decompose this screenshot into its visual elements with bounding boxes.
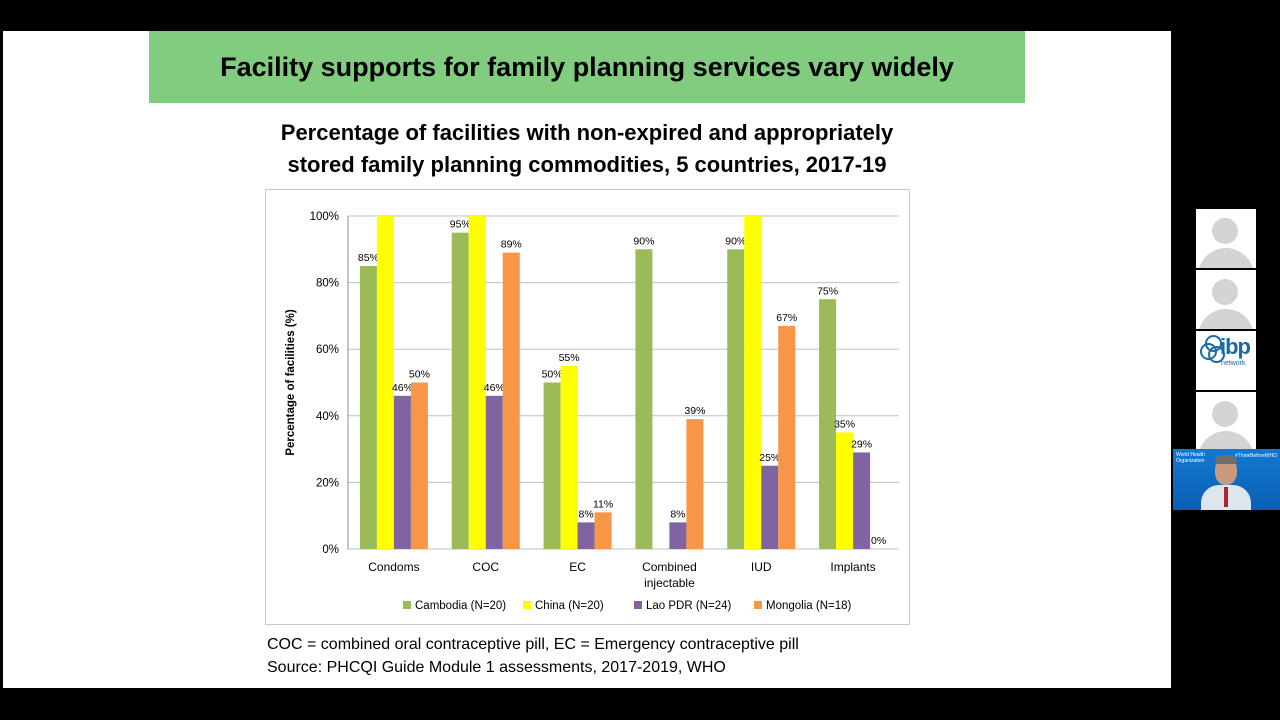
bar bbox=[502, 252, 520, 549]
footnote-source: Source: PHCQI Guide Module 1 assessments… bbox=[267, 659, 726, 676]
bar bbox=[468, 216, 486, 549]
speaker-head bbox=[1215, 457, 1237, 485]
avatar-head-icon bbox=[1212, 279, 1238, 305]
chart-container: 0% 20% 40% 60% 80% 100% Percentage of faciliti… bbox=[265, 189, 910, 625]
ibp-logo-text: ibp bbox=[1220, 334, 1251, 359]
data-label: 39% bbox=[684, 405, 705, 417]
bar bbox=[543, 382, 561, 549]
speaker-hair bbox=[1215, 455, 1237, 464]
speaker-tie bbox=[1224, 487, 1228, 507]
bar bbox=[761, 465, 779, 549]
data-label: 8% bbox=[670, 508, 685, 520]
legend-swatch bbox=[523, 601, 531, 609]
legend-swatch bbox=[754, 601, 762, 609]
x-tick-label: IUD bbox=[751, 560, 772, 574]
bar bbox=[836, 432, 854, 549]
speaker-video-tile[interactable]: World Health Organization #ThinkBeforeWH… bbox=[1173, 449, 1280, 510]
data-label: 90% bbox=[725, 235, 746, 247]
participant-tile-ibp[interactable]: ibp network bbox=[1196, 331, 1256, 390]
data-label: 50% bbox=[542, 369, 563, 381]
y-tick-label: 0% bbox=[322, 544, 339, 556]
y-tick-label: 20% bbox=[316, 477, 339, 489]
chart-title-line-1: Percentage of facilities with non-expire… bbox=[280, 120, 894, 145]
y-axis-label: Percentage of facilities (%) bbox=[285, 309, 297, 456]
bar-chart: 0% 20% 40% 60% 80% 100% Percentage of faciliti… bbox=[285, 211, 899, 612]
bar bbox=[393, 395, 411, 549]
data-label: 35% bbox=[834, 418, 855, 430]
x-tick-label: injectable bbox=[644, 576, 695, 590]
bar bbox=[577, 522, 595, 549]
bar bbox=[410, 382, 428, 549]
data-label: 90% bbox=[633, 235, 654, 247]
data-label: 55% bbox=[559, 352, 580, 364]
avatar-body-icon bbox=[1198, 248, 1254, 268]
x-tick-label: Combined bbox=[642, 560, 697, 574]
data-label: 11% bbox=[593, 498, 613, 510]
x-tick-label: EC bbox=[569, 560, 586, 574]
legend-label: Lao PDR (N=24) bbox=[646, 600, 731, 612]
bar bbox=[744, 216, 762, 549]
ibp-logo-ring-icon bbox=[1208, 346, 1225, 363]
legend-label: China (N=20) bbox=[535, 600, 604, 612]
bar bbox=[635, 249, 653, 550]
ibp-logo-subtext: network bbox=[1221, 360, 1246, 367]
bar bbox=[669, 522, 687, 549]
bar bbox=[819, 299, 837, 549]
bar bbox=[451, 232, 469, 549]
legend-label: Mongolia (N=18) bbox=[766, 600, 852, 612]
banner-title: Facility supports for family planning se… bbox=[149, 31, 1025, 103]
speaker-org-label: World Health Organization bbox=[1176, 452, 1205, 464]
bar bbox=[853, 452, 871, 549]
avatar-body-icon bbox=[1198, 309, 1254, 329]
bar bbox=[485, 395, 503, 549]
data-label: 50% bbox=[409, 369, 430, 381]
x-tick-label: Condoms bbox=[368, 560, 419, 574]
y-tick-label: 60% bbox=[316, 344, 339, 356]
y-tick-label: 80% bbox=[316, 278, 339, 290]
data-label: 85% bbox=[358, 252, 379, 264]
avatar-head-icon bbox=[1212, 218, 1238, 244]
bar bbox=[778, 325, 796, 549]
speaker-hashtag: #ThinkBeforeWHO bbox=[1235, 453, 1277, 459]
data-label: 95% bbox=[450, 219, 471, 231]
data-label: 25% bbox=[759, 452, 780, 464]
data-label: 0% bbox=[871, 535, 886, 547]
bar bbox=[359, 265, 377, 549]
participant-tile[interactable] bbox=[1196, 270, 1256, 329]
y-tick-label: 100% bbox=[310, 211, 339, 223]
legend-label: Cambodia (N=20) bbox=[415, 600, 506, 612]
legend-swatch bbox=[403, 601, 411, 609]
data-label: 75% bbox=[817, 285, 838, 297]
legend-swatch bbox=[634, 601, 642, 609]
bar bbox=[376, 216, 394, 549]
slide: Facility supports for family planning se… bbox=[3, 31, 1171, 688]
chart-title: Percentage of facilities with non-expire… bbox=[149, 117, 1025, 181]
x-tick-label: COC bbox=[472, 560, 499, 574]
footnote: COC = combined oral contraceptive pill, … bbox=[267, 633, 799, 679]
data-label: 46% bbox=[392, 382, 413, 394]
chart-title-line-2: stored family planning commodities, 5 co… bbox=[287, 152, 887, 177]
footnote-abbreviations: COC = combined oral contraceptive pill, … bbox=[267, 636, 799, 653]
bar bbox=[560, 365, 578, 549]
bar bbox=[686, 419, 704, 549]
participant-tile[interactable] bbox=[1196, 392, 1256, 451]
avatar-head-icon bbox=[1212, 401, 1238, 427]
bar bbox=[594, 512, 612, 549]
participant-tile[interactable] bbox=[1196, 209, 1256, 268]
bar bbox=[727, 249, 745, 550]
data-label: 29% bbox=[851, 438, 872, 450]
data-label: 67% bbox=[776, 312, 797, 324]
data-label: 8% bbox=[578, 508, 593, 520]
y-tick-label: 40% bbox=[316, 411, 339, 423]
x-tick-label: Implants bbox=[830, 560, 875, 574]
data-label: 46% bbox=[484, 382, 505, 394]
data-label: 89% bbox=[501, 239, 522, 251]
avatar-body-icon bbox=[1198, 431, 1254, 451]
